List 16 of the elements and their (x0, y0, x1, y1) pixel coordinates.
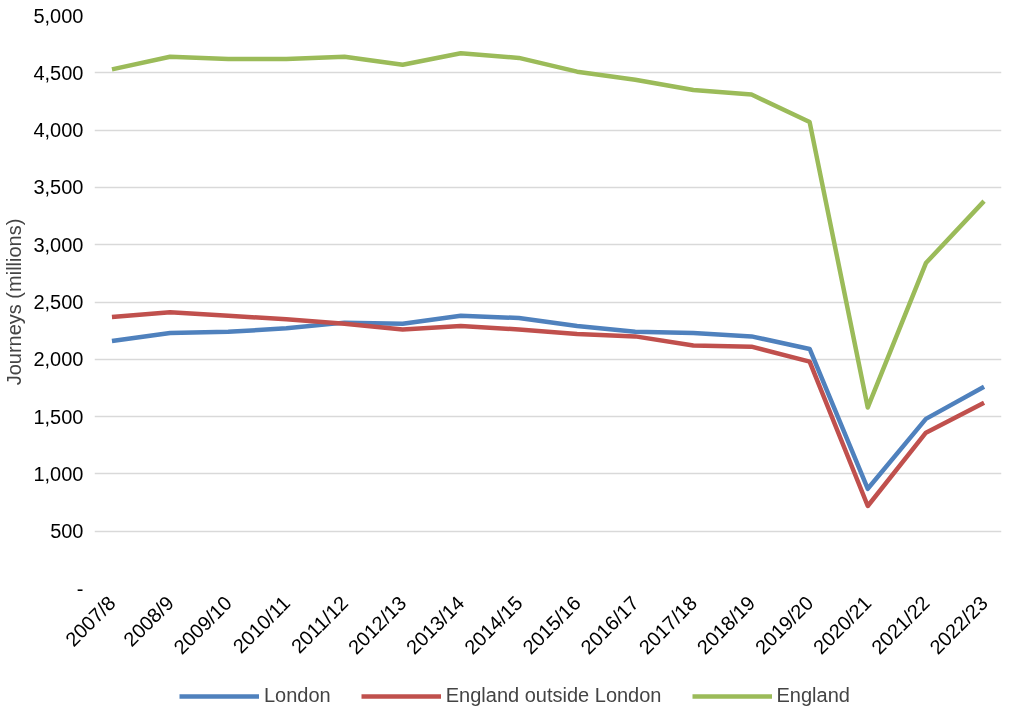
y-tick-label: - (76, 577, 84, 600)
y-tick-label: 1,000 (33, 462, 84, 485)
y-tick-label: 3,500 (33, 176, 84, 199)
y-tick-label: 4,000 (33, 119, 84, 142)
y-tick-label: 500 (50, 520, 84, 543)
legend-label: England (776, 684, 850, 707)
y-axis-title: Journeys (millions) (3, 218, 26, 386)
y-tick-label: 5,000 (33, 4, 84, 27)
y-tick-label: 4,500 (33, 61, 84, 84)
legend-label: London (264, 684, 331, 707)
y-tick-label: 2,500 (33, 291, 84, 313)
legend-label: England outside London (445, 684, 662, 707)
y-tick-label: 1,500 (33, 405, 84, 428)
y-tick-label: 2,000 (33, 348, 84, 371)
y-tick-label: 3,000 (33, 233, 84, 256)
line-series (109, 51, 987, 410)
